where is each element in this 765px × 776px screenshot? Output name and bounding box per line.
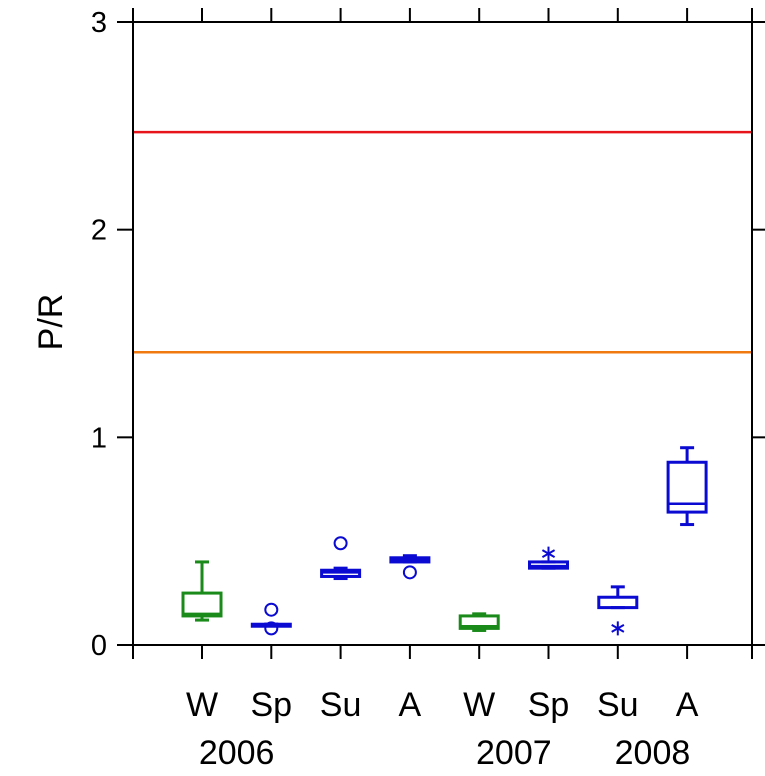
- box-body: [597, 595, 639, 610]
- plot-border: [132, 21, 753, 646]
- outlier-asterisk: [541, 546, 556, 561]
- x-category-label: A: [399, 686, 422, 724]
- x-category-label: Su: [320, 686, 362, 724]
- year-label: 2008: [615, 734, 691, 772]
- y-tick-label: 2: [91, 215, 107, 247]
- box-sp-2007: [528, 546, 569, 570]
- outlier-circle: [402, 565, 417, 580]
- y-tick-label: 0: [91, 630, 107, 662]
- reference-lines: [133, 130, 752, 354]
- box-a-2006: [389, 554, 431, 580]
- y-axis-title: P/R: [32, 294, 70, 351]
- outlier-circle: [333, 536, 348, 551]
- box-body: [666, 460, 708, 514]
- box-su-2007: [597, 585, 639, 636]
- axis-ticks: [117, 8, 765, 659]
- x-category-label: W: [463, 686, 495, 724]
- year-label: 2007: [476, 734, 552, 772]
- year-label: 2006: [199, 734, 275, 772]
- box-su-2006: [320, 536, 362, 581]
- year-labels: 2006 2007 2008: [199, 734, 690, 772]
- x-category-label: W: [186, 686, 218, 724]
- plot-frame: [132, 21, 753, 646]
- outlier-circle: [264, 621, 279, 636]
- x-category-label: Su: [597, 686, 639, 724]
- box-body: [458, 614, 500, 630]
- box-sp-2006: [250, 602, 292, 636]
- asterisk-stroke: [541, 549, 556, 558]
- x-category-labels: W Sp Su A W Sp Su A: [186, 686, 699, 724]
- boxes: [181, 446, 708, 636]
- y-tick-labels: 0 1 2 3: [91, 7, 107, 662]
- x-category-label: Sp: [251, 686, 293, 724]
- x-category-label: Sp: [528, 686, 570, 724]
- asterisk-stroke: [611, 624, 625, 633]
- outlier-circle: [264, 602, 279, 617]
- x-category-label: A: [676, 686, 699, 724]
- outlier-asterisk: [611, 621, 625, 636]
- box-w-2007: [458, 612, 500, 632]
- box-w-2006: [181, 560, 223, 622]
- box-a-2008: [666, 446, 708, 527]
- y-tick-label: 1: [91, 422, 107, 454]
- box-body: [181, 591, 223, 618]
- y-tick-label: 3: [91, 7, 107, 39]
